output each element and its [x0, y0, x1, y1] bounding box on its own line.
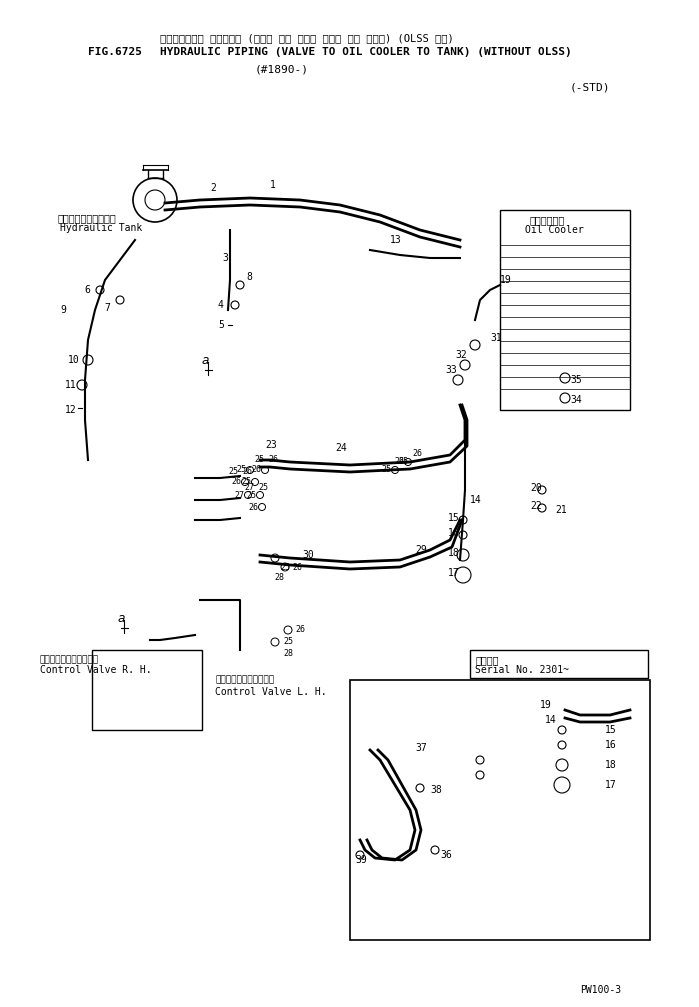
Text: 27: 27: [244, 483, 254, 492]
Text: 36: 36: [440, 850, 452, 860]
Text: 4: 4: [218, 300, 224, 310]
Text: 7: 7: [104, 303, 110, 313]
Text: ハイドロリックタンク: ハイドロリックタンク: [58, 213, 117, 223]
Bar: [470, 650, 648, 678]
Text: 17: 17: [448, 568, 460, 578]
Text: 28: 28: [274, 574, 284, 582]
Text: 6: 6: [84, 285, 90, 295]
Text: 25: 25: [398, 457, 408, 466]
Text: (-STD): (-STD): [570, 83, 610, 93]
Text: Oil Cooler: Oil Cooler: [525, 225, 584, 235]
Text: 25: 25: [280, 563, 290, 572]
Text: オイルクーラ: オイルクーラ: [530, 215, 565, 225]
Text: PW100-3: PW100-3: [580, 985, 621, 995]
Text: FIG.6725: FIG.6725: [88, 47, 142, 57]
Text: 26: 26: [242, 467, 252, 476]
Text: 26: 26: [412, 448, 422, 457]
Text: 9: 9: [60, 305, 66, 315]
Text: 3: 3: [222, 253, 228, 263]
Text: a: a: [118, 611, 126, 624]
Text: 29: 29: [415, 545, 427, 555]
Text: 32: 32: [455, 350, 467, 359]
Text: 2: 2: [210, 183, 216, 193]
Text: 34: 34: [570, 395, 582, 405]
Text: 39: 39: [355, 855, 367, 865]
Text: HYDRAULIC PIPING (VALVE TO OIL COOLER TO TANK) (WITHOUT OLSS): HYDRAULIC PIPING (VALVE TO OIL COOLER TO…: [160, 47, 572, 57]
Text: 12: 12: [65, 405, 77, 415]
Text: Control Valve L. H.: Control Valve L. H.: [215, 687, 326, 697]
Text: 25: 25: [381, 465, 391, 474]
Text: 26: 26: [292, 563, 302, 572]
Text: 10: 10: [68, 355, 80, 365]
Text: 16: 16: [605, 740, 617, 750]
Text: 25: 25: [254, 455, 264, 464]
Text: 15: 15: [605, 725, 617, 735]
Text: 38: 38: [430, 785, 442, 795]
Text: (#1890-): (#1890-): [255, 65, 309, 75]
Bar: [350, 680, 650, 940]
Text: 25: 25: [283, 637, 293, 646]
Text: 14: 14: [545, 715, 556, 725]
Text: Control Valve R. H.: Control Valve R. H.: [40, 665, 152, 675]
Text: ハイドロリック パイピング (バルブ カラ オイル クーラ カラ タンク) (OLSS ナシ): ハイドロリック パイピング (バルブ カラ オイル クーラ カラ タンク) (O…: [160, 33, 454, 43]
Text: 16: 16: [448, 528, 460, 538]
Text: 31: 31: [490, 333, 502, 343]
Text: 26: 26: [394, 457, 404, 466]
Text: 18: 18: [448, 548, 460, 558]
Text: 27: 27: [234, 490, 244, 499]
Text: 25: 25: [241, 477, 251, 486]
Text: 8: 8: [246, 272, 252, 282]
Text: 25: 25: [228, 467, 238, 476]
Text: 21: 21: [555, 505, 567, 515]
Text: 37: 37: [415, 743, 427, 753]
Text: 25: 25: [246, 490, 256, 499]
Text: 26: 26: [248, 502, 258, 512]
Text: a: a: [202, 353, 210, 367]
Bar: [500, 210, 630, 410]
Text: 19: 19: [540, 700, 552, 710]
Text: 26: 26: [251, 465, 261, 474]
Text: 23: 23: [265, 440, 277, 450]
Text: 22: 22: [530, 501, 542, 511]
Text: コントロールバルブ左側: コントロールバルブ左側: [215, 676, 274, 685]
Text: 13: 13: [390, 235, 402, 245]
Text: 20: 20: [530, 483, 542, 493]
Text: 25: 25: [236, 465, 246, 474]
Text: 17: 17: [605, 780, 617, 790]
Bar: [92, 650, 202, 730]
Text: 5: 5: [218, 320, 224, 330]
Text: 14: 14: [470, 495, 482, 505]
Text: 30: 30: [302, 550, 314, 560]
Text: 26: 26: [268, 455, 278, 464]
Text: 33: 33: [445, 365, 456, 375]
Text: 1: 1: [270, 180, 276, 190]
Text: 28: 28: [283, 650, 293, 659]
Text: 26: 26: [295, 625, 305, 634]
Text: Hydraulic Tank: Hydraulic Tank: [60, 223, 143, 233]
Text: コントロールバルブ右側: コントロールバルブ右側: [40, 656, 99, 665]
Text: 11: 11: [65, 380, 77, 390]
Text: 24: 24: [335, 443, 347, 453]
Text: 18: 18: [605, 760, 617, 770]
Text: 26: 26: [231, 477, 241, 486]
Text: 適用号機: 適用号機: [475, 655, 498, 665]
Text: 25: 25: [258, 483, 268, 492]
Text: 35: 35: [570, 375, 582, 385]
Text: 19: 19: [500, 275, 512, 285]
Text: Serial No. 2301~: Serial No. 2301~: [475, 665, 569, 675]
Text: 15: 15: [448, 513, 460, 523]
